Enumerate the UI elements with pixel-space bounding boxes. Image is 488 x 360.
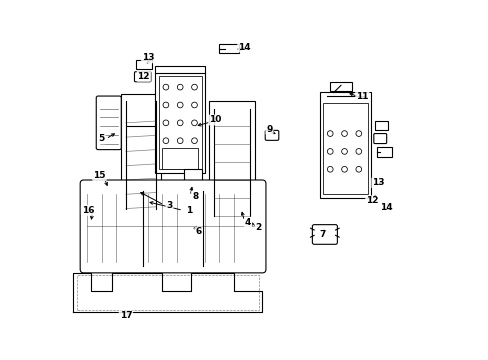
Text: 7: 7: [319, 230, 325, 239]
Text: 6: 6: [195, 227, 202, 236]
Text: 12: 12: [366, 196, 378, 205]
Text: 14: 14: [380, 203, 392, 212]
Text: 13: 13: [142, 53, 154, 62]
Text: 14: 14: [238, 42, 250, 51]
Bar: [374, 121, 387, 130]
FancyBboxPatch shape: [264, 130, 278, 140]
Text: 15: 15: [93, 171, 105, 180]
Text: 12: 12: [137, 72, 150, 81]
Bar: [121, 94, 160, 216]
Text: 9: 9: [266, 125, 272, 134]
FancyBboxPatch shape: [312, 225, 337, 244]
Text: 1: 1: [185, 206, 192, 215]
Text: 13: 13: [371, 178, 384, 187]
Text: 8: 8: [192, 192, 198, 201]
Bar: [185, 208, 200, 232]
Text: 5: 5: [98, 134, 104, 143]
FancyBboxPatch shape: [80, 180, 265, 273]
Text: 4: 4: [244, 218, 251, 227]
Text: 11: 11: [355, 91, 368, 100]
Text: 17: 17: [120, 311, 132, 320]
Bar: [329, 82, 351, 91]
Bar: [323, 103, 367, 194]
Bar: [183, 169, 201, 200]
Bar: [162, 148, 198, 169]
Text: 16: 16: [81, 206, 94, 215]
Text: 3: 3: [166, 201, 172, 210]
FancyBboxPatch shape: [134, 72, 151, 82]
Text: 2: 2: [255, 222, 262, 231]
Text: 10: 10: [208, 116, 221, 125]
Bar: [208, 102, 255, 223]
FancyBboxPatch shape: [373, 134, 386, 144]
Bar: [219, 44, 239, 53]
Bar: [376, 147, 391, 157]
Bar: [155, 66, 205, 173]
FancyBboxPatch shape: [96, 96, 121, 150]
Bar: [319, 93, 370, 198]
Bar: [135, 60, 151, 68]
Bar: [159, 76, 201, 169]
